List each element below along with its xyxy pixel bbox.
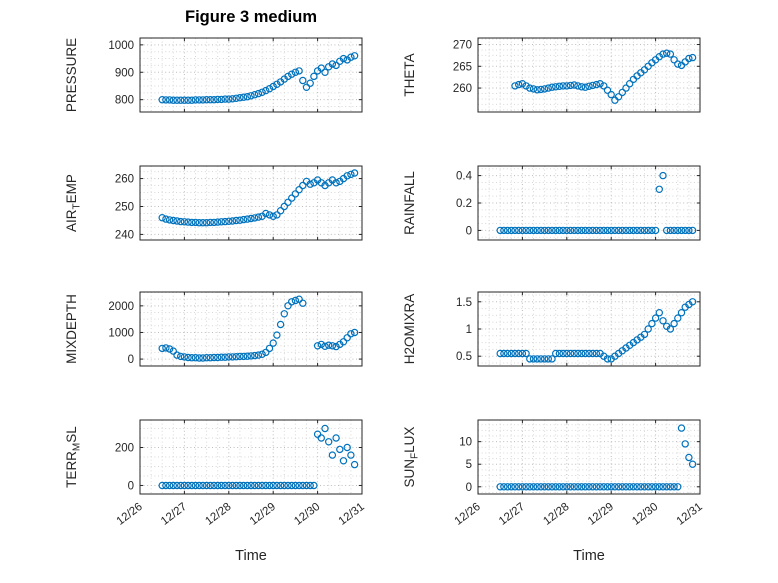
y-tick-label: 1000 <box>108 40 134 52</box>
axes-box <box>139 291 363 367</box>
x-axis-label-right: Time <box>573 548 605 564</box>
y-tick-label: 250 <box>115 201 134 213</box>
y-tick-label: 260 <box>453 83 472 95</box>
major-grid <box>478 420 700 494</box>
y-axis-label-pressure: PRESSURE <box>64 38 79 112</box>
axes-box <box>139 419 363 495</box>
axis-ticks <box>139 420 363 494</box>
x-tick-label: 12/30 <box>292 501 322 528</box>
axis-ticks <box>477 166 701 240</box>
y-axis-label-theta: THETA <box>402 53 417 96</box>
x-tick-label: 12/28 <box>541 501 571 528</box>
y-tick-label: 0 <box>466 482 472 494</box>
major-grid <box>140 166 362 240</box>
x-tick-label: 12/26 <box>453 501 483 528</box>
x-tick-label: 12/29 <box>248 501 278 528</box>
axis-ticks <box>477 38 701 112</box>
axes-box <box>139 37 363 113</box>
y-tick-label: 240 <box>115 229 134 241</box>
x-tick-label: 12/27 <box>159 501 189 528</box>
data-markers <box>158 169 359 227</box>
y-axis-label-mixdepth: MIXDEPTH <box>64 294 79 364</box>
x-tick-label: 12/31 <box>337 501 367 528</box>
minor-grid <box>140 37 362 112</box>
y-tick-label: 900 <box>115 67 134 79</box>
subplot-sun-flux: 0 5 10 12/26 12/27 12/28 12/29 12/30 12/31 SUNFLU… <box>402 419 705 528</box>
axis-ticks <box>139 292 363 366</box>
y-tick-label: 800 <box>115 95 134 107</box>
y-axis-label-terr-msl: TERRMSL <box>64 426 83 488</box>
axis-ticks <box>477 292 701 366</box>
subplot-pressure: 800 900 1000 PRESSURE <box>64 37 363 113</box>
y-axis-label-air-temp: AIRTEMP <box>64 174 83 232</box>
data-markers <box>511 49 697 104</box>
subplot-mixdepth: 0 1000 2000 MIXDEPTH <box>64 291 363 367</box>
y-tick-label: 0 <box>466 225 472 237</box>
y-tick-label: 270 <box>453 40 472 52</box>
x-tick-label: 12/28 <box>203 501 233 528</box>
data-markers <box>158 52 359 104</box>
data-markers <box>496 171 697 235</box>
y-tick-label: 0.5 <box>456 351 472 363</box>
y-tick-label: 200 <box>115 443 134 455</box>
minor-grid <box>478 420 700 494</box>
y-tick-label: 1000 <box>108 327 134 339</box>
minor-grid <box>140 420 362 494</box>
subplot-rainfall: 0 0.2 0.4 RAINFALL <box>402 165 701 241</box>
x-tick-label: 12/26 <box>115 501 145 528</box>
minor-grid <box>478 38 700 112</box>
axes-box <box>477 419 701 495</box>
data-markers <box>158 295 359 362</box>
major-grid <box>140 420 362 494</box>
y-tick-label: 265 <box>453 61 472 73</box>
y-tick-label: 0 <box>128 354 134 366</box>
y-axis-label-rainfall: RAINFALL <box>402 171 417 235</box>
subplot-air-temp: 240 250 260 AIRTEMP <box>64 165 363 241</box>
subplot-theta: 260 265 270 THETA <box>402 37 701 113</box>
x-tick-label: 12/30 <box>630 501 660 528</box>
y-tick-label: 0.4 <box>456 171 473 183</box>
x-tick-label: 12/27 <box>497 501 527 528</box>
major-grid <box>478 38 700 112</box>
axis-ticks <box>477 420 701 494</box>
axes-box <box>477 37 701 113</box>
major-grid <box>140 38 362 112</box>
minor-grid <box>478 292 700 366</box>
figure-title: Figure 3 medium <box>184 8 318 26</box>
y-tick-label: 2000 <box>108 301 134 313</box>
y-tick-label: 10 <box>459 437 472 449</box>
y-tick-label: 0.2 <box>456 198 472 210</box>
axes-box <box>139 165 363 241</box>
y-axis-label-h2omixra: H2OMIXRA <box>402 294 417 365</box>
data-markers <box>496 424 697 491</box>
x-tick-label: 12/29 <box>586 501 616 528</box>
minor-grid <box>140 166 362 240</box>
y-tick-label: 260 <box>115 174 134 186</box>
data-markers <box>496 298 697 363</box>
y-tick-label: 5 <box>466 459 472 471</box>
y-tick-label: 1.5 <box>456 297 472 309</box>
x-axis-label-left: Time <box>235 548 267 564</box>
y-tick-label: 0 <box>128 480 134 492</box>
axis-ticks <box>139 38 363 112</box>
axis-ticks <box>139 166 363 240</box>
x-tick-label: 12/31 <box>675 501 705 528</box>
minor-grid <box>140 292 362 367</box>
subplot-h2omixra: 0.5 1 1.5 H2OMIXRA <box>402 291 701 367</box>
data-markers <box>158 424 359 490</box>
y-tick-label: 1 <box>466 324 472 336</box>
subplot-terr-msl: 0 200 12/26 12/27 12/28 12/29 12/30 12/31 TERRMS… <box>64 419 367 528</box>
y-axis-label-sun-flux: SUNFLUX <box>402 427 421 488</box>
